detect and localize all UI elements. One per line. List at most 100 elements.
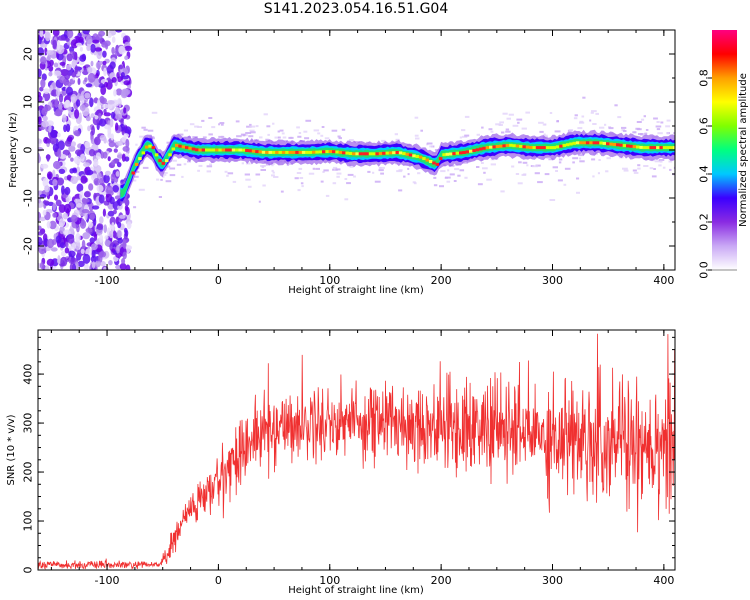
- noise-speckle: [46, 221, 51, 229]
- halo-speckle: [271, 169, 274, 172]
- ridge-core-mark: [609, 142, 613, 146]
- halo-speckle: [395, 138, 400, 141]
- ridge-core-mark: [281, 150, 286, 154]
- colorbar-tick-label: 0.6: [698, 117, 711, 135]
- ridge-core-mark: [248, 149, 252, 153]
- halo-speckle: [604, 123, 607, 126]
- noise-speckle: [65, 123, 71, 133]
- halo-speckle: [488, 128, 493, 131]
- noise-speckle: [38, 262, 41, 269]
- ridge-core-mark: [539, 146, 543, 150]
- noise-speckle: [96, 184, 104, 193]
- ridge-core-mark: [291, 150, 296, 154]
- noise-speckle: [87, 125, 91, 132]
- ridge-core-mark: [502, 144, 506, 148]
- noise-speckle: [44, 265, 50, 270]
- noise-speckle: [103, 174, 110, 184]
- halo-speckle: [591, 158, 596, 161]
- ridge-core-mark: [198, 148, 202, 152]
- ridge-core-mark: [365, 152, 369, 156]
- noise-speckle: [107, 100, 115, 105]
- noise-speckle: [79, 46, 83, 52]
- noise-speckle: [105, 43, 109, 50]
- noise-speckle: [86, 44, 91, 52]
- noise-speckle: [57, 140, 65, 151]
- halo-speckle: [573, 117, 578, 120]
- noise-speckle: [74, 109, 80, 119]
- ridge-core-mark: [235, 148, 239, 152]
- noise-speckle: [88, 221, 93, 229]
- ridge-core-mark: [188, 146, 192, 150]
- halo-speckle: [597, 172, 600, 175]
- noise-speckle: [58, 103, 63, 110]
- halo-speckle: [255, 173, 261, 176]
- noise-speckle: [95, 152, 101, 160]
- halo-speckle: [283, 140, 288, 143]
- halo-speckle: [282, 136, 287, 139]
- halo-speckle: [151, 111, 158, 114]
- halo-speckle: [659, 160, 663, 163]
- x-tick-label: 400: [653, 574, 674, 587]
- ridge-core-mark: [485, 146, 490, 150]
- noise-speckle: [48, 71, 53, 77]
- halo-speckle: [259, 136, 263, 139]
- noise-speckle: [105, 185, 114, 195]
- halo-speckle: [641, 118, 645, 121]
- halo-speckle: [556, 120, 559, 123]
- noise-speckle: [88, 149, 96, 157]
- halo-speckle: [557, 179, 563, 182]
- noise-speckle: [91, 243, 98, 251]
- noise-speckle: [62, 149, 70, 156]
- halo-speckle: [394, 133, 398, 136]
- noise-speckle: [78, 95, 83, 101]
- halo-speckle: [558, 158, 563, 161]
- noise-speckle: [75, 233, 81, 243]
- noise-speckle: [98, 251, 107, 258]
- noise-speckle: [102, 208, 106, 217]
- ridge-core-mark: [445, 152, 450, 156]
- halo-speckle: [558, 161, 562, 164]
- ridge-core-mark: [532, 146, 536, 150]
- halo-speckle: [666, 119, 671, 122]
- noise-speckle: [73, 130, 80, 137]
- y-tick-label: 10: [22, 95, 35, 109]
- noise-speckle: [68, 145, 76, 152]
- halo-speckle: [464, 134, 470, 137]
- noise-speckle: [39, 262, 44, 270]
- halo-speckle: [320, 134, 324, 137]
- noise-speckle: [56, 52, 64, 61]
- halo-speckle: [221, 123, 224, 126]
- halo-speckle: [420, 129, 423, 132]
- halo-speckle: [379, 166, 385, 169]
- halo-speckle: [286, 163, 290, 166]
- halo-speckle: [249, 125, 256, 128]
- ridge-core-mark: [271, 150, 276, 154]
- halo-speckle: [508, 113, 514, 116]
- noise-speckle: [108, 230, 114, 239]
- ridge-core-mark: [342, 151, 346, 155]
- halo-speckle: [323, 169, 329, 172]
- halo-speckle: [579, 120, 584, 123]
- halo-speckle: [642, 134, 647, 136]
- noise-speckle: [116, 162, 122, 168]
- halo-speckle: [197, 126, 202, 128]
- noise-speckle: [111, 222, 115, 231]
- noise-speckle: [70, 39, 79, 49]
- ridge-core-mark: [398, 151, 403, 155]
- x-axis-title: Height of straight line (km): [288, 585, 424, 596]
- noise-speckle: [55, 235, 62, 244]
- halo-speckle: [643, 115, 646, 118]
- noise-speckle: [90, 43, 96, 53]
- noise-speckle: [38, 95, 43, 103]
- halo-speckle: [266, 125, 271, 128]
- halo-speckle: [312, 167, 315, 170]
- ridge-core-mark: [575, 141, 580, 145]
- noise-speckle: [59, 242, 66, 249]
- halo-speckle: [232, 180, 237, 183]
- noise-speckle: [75, 240, 81, 251]
- halo-speckle: [523, 173, 527, 176]
- ridge-core-mark: [275, 150, 279, 154]
- halo-speckle: [495, 123, 501, 126]
- noise-speckle: [40, 43, 48, 48]
- ridge-core-mark: [522, 145, 526, 149]
